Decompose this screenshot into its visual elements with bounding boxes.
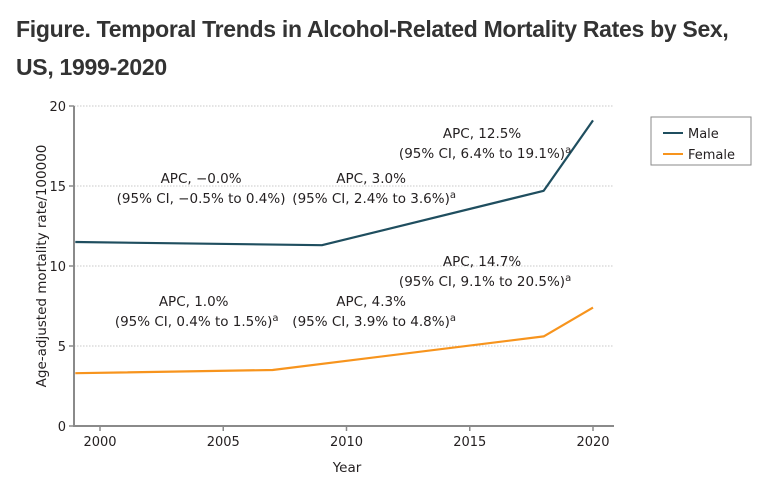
apc-ci: (95% CI, 0.4% to 1.5%)a <box>115 313 279 330</box>
apc-value: APC, −0.0% <box>161 171 242 187</box>
apc-ci-text: (95% CI, 9.1% to 20.5%) <box>399 274 565 290</box>
apc-value: APC, 14.7% <box>443 254 521 270</box>
apc-ci: (95% CI, 9.1% to 20.5%)a <box>399 273 571 290</box>
y-axis-title: Age-adjusted mortality rate/100000 <box>34 145 50 388</box>
significance-marker: a <box>565 273 571 284</box>
x-tick-label: 2005 <box>207 435 240 450</box>
apc-annotation-female: APC, 1.0% (95% CI, 0.4% to 1.5%)a <box>115 294 279 330</box>
significance-marker: a <box>450 313 456 324</box>
legend-label-male: Male <box>688 127 719 142</box>
y-tick-label: 0 <box>58 420 66 435</box>
apc-value: APC, 3.0% <box>336 171 406 187</box>
apc-ci: (95% CI, 2.4% to 3.6%)a <box>292 190 456 207</box>
figure-title: Figure. Temporal Trends in Alcohol-Relat… <box>16 16 729 80</box>
y-tick-label: 20 <box>49 100 66 115</box>
apc-value: APC, 12.5% <box>443 126 521 142</box>
x-tick-label: 2020 <box>576 435 609 450</box>
x-tick-label: 2010 <box>330 435 363 450</box>
legend-box <box>650 116 752 166</box>
apc-ci-text: (95% CI, 6.4% to 19.1%) <box>399 146 565 162</box>
axes: 0 5 10 15 20 2000 2005 2010 2015 2020 <box>49 100 614 450</box>
apc-ci-text: (95% CI, 3.9% to 4.8%) <box>292 314 450 330</box>
apc-annotation-male: APC, 12.5% (95% CI, 6.4% to 19.1%)a <box>399 126 571 162</box>
significance-marker: a <box>565 145 571 156</box>
x-axis-title: Year <box>332 460 362 476</box>
series-line-male <box>75 119 594 247</box>
apc-value: APC, 1.0% <box>159 294 229 310</box>
apc-value: APC, 4.3% <box>336 294 406 310</box>
significance-marker: a <box>450 190 456 201</box>
apc-ci: (95% CI, −0.5% to 0.4%) <box>117 191 286 207</box>
legend-label-female: Female <box>688 148 735 163</box>
apc-annotation-female: APC, 4.3% (95% CI, 3.9% to 4.8%)a <box>292 294 456 330</box>
x-tick-label: 2000 <box>83 435 116 450</box>
legend: Male Female <box>650 116 752 166</box>
apc-annotation-female: APC, 14.7% (95% CI, 9.1% to 20.5%)a <box>399 254 571 290</box>
apc-annotation-male: APC, −0.0% (95% CI, −0.5% to 0.4%) <box>117 171 286 207</box>
series-line-female <box>75 306 594 375</box>
apc-ci-text: (95% CI, 2.4% to 3.6%) <box>292 191 450 207</box>
apc-annotation-male: APC, 3.0% (95% CI, 2.4% to 3.6%)a <box>292 171 456 207</box>
apc-ci-text: (95% CI, −0.5% to 0.4%) <box>117 191 286 207</box>
apc-ci: (95% CI, 3.9% to 4.8%)a <box>292 313 456 330</box>
apc-ci-text: (95% CI, 0.4% to 1.5%) <box>115 314 273 330</box>
significance-marker: a <box>272 313 278 324</box>
x-tick-label: 2015 <box>453 435 486 450</box>
series-lines <box>75 119 594 375</box>
y-tick-label: 5 <box>58 340 66 355</box>
y-tick-label: 10 <box>49 260 66 275</box>
apc-ci: (95% CI, 6.4% to 19.1%)a <box>399 145 571 162</box>
apc-annotations: APC, −0.0% (95% CI, −0.5% to 0.4%) APC, 3.… <box>115 126 571 330</box>
y-tick-label: 15 <box>49 180 66 195</box>
